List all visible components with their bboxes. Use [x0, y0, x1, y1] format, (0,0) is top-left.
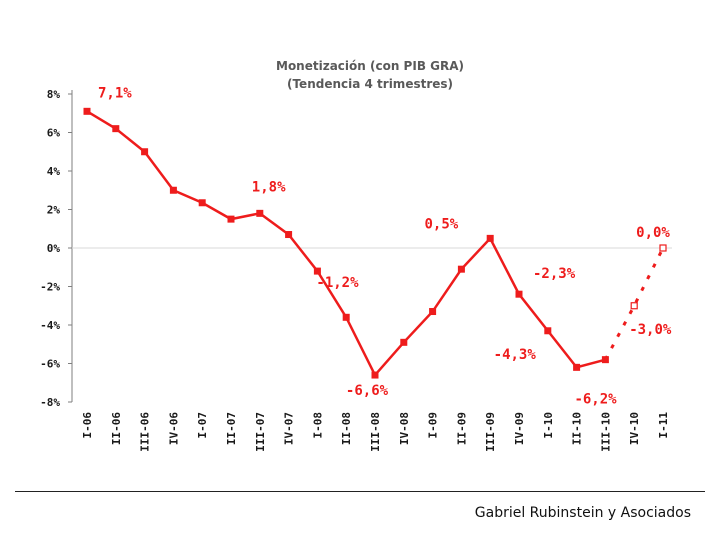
- data-point: [573, 363, 581, 371]
- y-tick-label: -6%: [40, 358, 60, 371]
- data-label: -1,2%: [316, 275, 359, 291]
- x-tick-label: III-07: [254, 412, 267, 452]
- chart-title: Monetización (con PIB GRA) (Tendencia 4 t…: [276, 59, 464, 91]
- y-axis-ticks: 8% 6% 4% 2% 0% -2% -4% -6% -8%: [40, 88, 72, 409]
- x-tick-label: IV-08: [398, 412, 411, 445]
- projection-point: [659, 244, 667, 252]
- y-tick-label: 6%: [47, 127, 61, 140]
- data-label: -4,3%: [494, 347, 537, 363]
- footer-divider: [15, 491, 705, 492]
- y-tick-label: -4%: [40, 319, 60, 332]
- data-point: [515, 290, 523, 298]
- x-tick-label: I-11: [657, 412, 670, 439]
- data-label: -2,3%: [533, 266, 576, 282]
- y-tick-label: -8%: [40, 396, 60, 409]
- x-tick-label: II-08: [340, 412, 353, 445]
- data-point: [544, 327, 552, 335]
- x-tick-label: IV-10: [628, 412, 641, 445]
- data-point: [457, 265, 465, 273]
- x-tick-label: I-09: [427, 412, 440, 439]
- x-tick-label: III-09: [484, 412, 497, 452]
- chart-title-line: (Tendencia 4 trimestres): [287, 77, 453, 91]
- data-label: -3,0%: [629, 322, 672, 338]
- series-layer: [83, 107, 667, 379]
- x-tick-label: II-07: [225, 412, 238, 445]
- projection-point: [630, 302, 638, 310]
- data-point: [227, 215, 235, 223]
- x-tick-label: III-10: [599, 412, 612, 452]
- data-point: [371, 371, 379, 379]
- series-line: [86, 110, 606, 378]
- x-tick-label: II-09: [455, 412, 468, 445]
- x-tick-label: II-06: [110, 412, 123, 445]
- grid: [71, 90, 672, 402]
- data-point: [169, 186, 177, 194]
- x-tick-label: II-10: [571, 412, 584, 445]
- data-labels: 7,1% 1,8% -1,2% -6,6% 0,5% -2,3% -4,3% -6,2% -3,…: [98, 85, 672, 407]
- data-label: -6,6%: [346, 383, 389, 399]
- data-point: [285, 231, 293, 239]
- data-point: [313, 267, 321, 275]
- data-point: [112, 125, 120, 133]
- x-tick-label: I-07: [196, 412, 209, 439]
- y-tick-label: 4%: [47, 165, 61, 178]
- data-point: [400, 338, 408, 346]
- y-tick-label: 8%: [47, 88, 61, 101]
- x-tick-label: III-08: [369, 412, 382, 452]
- y-tick-label: -2%: [40, 281, 60, 294]
- data-label: 7,1%: [98, 85, 132, 101]
- x-tick-label: I-10: [542, 412, 555, 439]
- chart-title-line: Monetización (con PIB GRA): [276, 59, 464, 73]
- data-label: 1,8%: [252, 179, 286, 195]
- data-label: 0,5%: [424, 216, 458, 232]
- data-point: [198, 199, 206, 207]
- data-point: [83, 107, 91, 115]
- projection-line: [604, 247, 665, 361]
- data-point: [141, 148, 149, 156]
- x-tick-label: III-06: [139, 412, 152, 452]
- x-tick-label: IV-09: [513, 412, 526, 445]
- data-label: 0,0%: [636, 225, 670, 241]
- data-point: [256, 209, 264, 217]
- data-point: [486, 234, 494, 242]
- y-tick-label: 2%: [47, 204, 61, 217]
- data-label: -6,2%: [574, 391, 617, 407]
- x-tick-label: I-06: [81, 412, 94, 439]
- data-point: [429, 308, 437, 316]
- x-tick-label: I-08: [311, 412, 324, 439]
- chart: Monetización (con PIB GRA) (Tendencia 4 t…: [40, 59, 672, 452]
- data-point: [342, 313, 350, 321]
- x-tick-label: IV-06: [167, 412, 180, 445]
- x-axis-ticks: I-06 II-06 III-06 IV-06 I-07 II-07 III-07 IV-07…: [81, 412, 670, 452]
- footer-credit: Gabriel Rubinstein y Asociados: [474, 505, 691, 521]
- x-tick-label: IV-07: [283, 412, 296, 445]
- y-tick-label: 0%: [47, 242, 61, 255]
